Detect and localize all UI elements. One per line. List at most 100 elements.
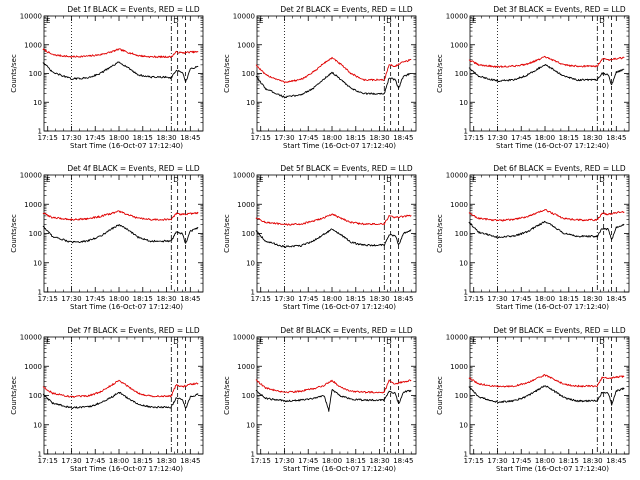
x-tick-label: 17:15 [38,457,58,465]
y-tick-label: 100 [455,70,468,78]
panel-title: Det 4f BLACK = Events, RED = LLD [67,164,200,173]
series-line-events [468,64,625,86]
y-tick-label: 10 [246,99,255,107]
series-line-events [255,228,412,249]
corner-label: E [472,338,476,346]
x-tick-label: 18:45 [393,457,413,465]
x-axis-label: Start Time (16-Oct-07 17:12:40) [496,142,609,150]
x-tick-label: 17:30 [487,295,507,303]
x-axis-label: Start Time (16-Oct-07 17:12:40) [70,465,183,473]
corner-label: D [386,176,391,184]
y-tick-label: 1 [464,289,468,297]
series-line-events [255,389,412,412]
series-line-events [255,71,412,99]
y-tick-label: 1000 [450,201,468,209]
panel-title: Det 5f BLACK = Events, RED = LLD [280,164,413,173]
y-axis-label: Counts/sec [223,214,231,253]
x-tick-label: 17:45 [298,457,318,465]
corner-label: D [599,17,604,25]
panel-det-1f: Det 1f BLACK = Events, RED = LLD 1 10 100 10… [10,5,204,150]
y-tick-label: 1000 [237,201,255,209]
series-line-lld [468,55,625,68]
x-tick-label: 18:15 [346,457,366,465]
y-axis-label: Counts/sec [436,54,444,93]
x-tick-label: 17:30 [274,134,294,142]
y-tick-label: 1 [464,128,468,136]
x-tick-label: 18:00 [109,134,129,142]
y-tick-label: 10000 [446,172,468,180]
y-tick-label: 1 [38,451,42,459]
x-axis-label: Start Time (16-Oct-07 17:12:40) [70,142,183,150]
x-tick-label: 18:45 [606,134,626,142]
x-tick-label: 17:30 [274,295,294,303]
x-tick-label: 17:30 [487,457,507,465]
x-tick-label: 18:15 [346,134,366,142]
series-line-events [42,391,199,409]
x-axis-label: Start Time (16-Oct-07 17:12:40) [283,142,396,150]
y-tick-label: 100 [29,70,42,78]
plot-frame [256,174,417,293]
x-tick-label: 17:45 [511,295,531,303]
x-axis-label: Start Time (16-Oct-07 17:12:40) [496,465,609,473]
x-tick-label: 17:30 [487,134,507,142]
panel-det-3f: Det 3f BLACK = Events, RED = LLD 1 10 100 10… [436,5,630,150]
y-tick-label: 10 [459,421,468,429]
y-tick-label: 1000 [24,363,42,371]
x-tick-label: 18:00 [109,295,129,303]
y-tick-label: 1000 [24,41,42,49]
x-tick-label: 18:45 [393,134,413,142]
series-line-lld [42,379,199,398]
plot-frame [256,15,417,132]
y-tick-label: 10000 [233,13,255,21]
y-tick-label: 1000 [237,363,255,371]
corner-label: E [259,338,263,346]
y-tick-label: 1 [464,451,468,459]
y-tick-label: 1000 [450,41,468,49]
y-tick-label: 1000 [24,201,42,209]
y-tick-label: 10 [246,421,255,429]
corner-label: D [173,338,178,346]
x-tick-label: 18:00 [535,295,555,303]
corner-label: E [259,17,263,25]
x-tick-label: 17:45 [511,457,531,465]
panel-title: Det 3f BLACK = Events, RED = LLD [493,5,626,14]
x-axis-label: Start Time (16-Oct-07 17:12:40) [70,303,183,311]
y-axis-label: Counts/sec [436,214,444,253]
panel-title: Det 8f BLACK = Events, RED = LLD [280,326,413,335]
panel-title: Det 2f BLACK = Events, RED = LLD [280,5,413,14]
x-tick-label: 17:15 [464,457,484,465]
series-line-lld [468,209,625,222]
corner-label: D [599,176,604,184]
x-tick-label: 18:15 [133,295,153,303]
plot-frame [43,15,204,132]
y-tick-label: 10000 [20,13,42,21]
corner-label: D [386,17,391,25]
panel-title: Det 9f BLACK = Events, RED = LLD [493,326,626,335]
x-tick-label: 17:15 [464,134,484,142]
x-tick-label: 18:30 [369,457,389,465]
series-line-lld [42,48,199,59]
x-tick-label: 17:30 [61,134,81,142]
x-tick-label: 18:30 [582,134,602,142]
x-tick-label: 18:30 [156,134,176,142]
y-tick-label: 10000 [233,172,255,180]
x-tick-label: 18:00 [535,457,555,465]
series-line-lld [468,374,625,388]
y-tick-label: 1 [251,451,255,459]
x-tick-label: 17:45 [85,457,105,465]
corner-label: D [173,17,178,25]
y-tick-label: 100 [242,392,255,400]
series-line-lld [255,213,412,226]
x-tick-label: 18:30 [156,295,176,303]
series-line-events [42,61,199,83]
x-tick-label: 18:45 [606,457,626,465]
y-tick-label: 1 [251,289,255,297]
x-tick-label: 17:30 [274,457,294,465]
x-tick-label: 18:00 [535,134,555,142]
y-tick-label: 100 [455,392,468,400]
x-tick-label: 18:30 [369,134,389,142]
y-tick-label: 10 [246,259,255,267]
y-axis-label: Counts/sec [223,54,231,93]
y-tick-label: 10000 [20,172,42,180]
y-axis-label: Counts/sec [10,214,18,253]
